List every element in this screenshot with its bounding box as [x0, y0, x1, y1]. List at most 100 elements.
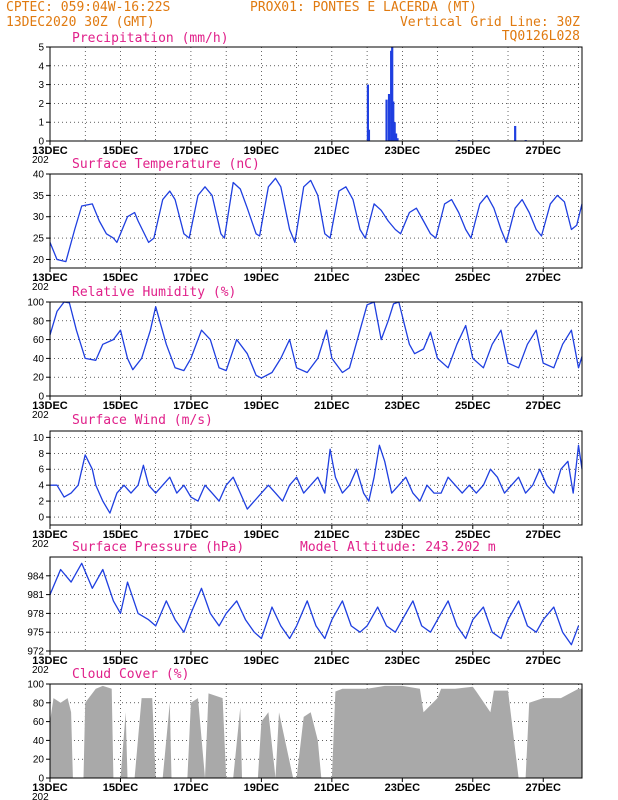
- rh-xtick-label: 25DEC: [455, 400, 491, 412]
- precip-bar: [387, 94, 391, 141]
- pres-ytick-label: 975: [27, 628, 44, 639]
- temp-title: Surface Temperature (nC): [72, 157, 260, 172]
- rh-ytick-label: 80: [33, 316, 45, 327]
- wind-ytick-label: 10: [33, 433, 45, 444]
- rh-xtick-label: 21DEC: [314, 400, 350, 412]
- wind-xtick-label: 17DEC: [173, 529, 209, 541]
- wind-xtick-label: 19DEC: [244, 529, 280, 541]
- rh-line: [49, 301, 583, 379]
- precip-ytick-label: 3: [38, 80, 44, 91]
- wind-line: [50, 444, 583, 514]
- pres-xtick-label: 15DEC: [103, 655, 139, 667]
- cloud-panel: Cloud Cover (%) 0 20 40 60 80 100 13DEC 15DEC 17D…: [27, 667, 583, 800]
- cloud-xtick-label: 25DEC: [455, 782, 491, 794]
- temp-xtick-label: 13DEC: [32, 272, 68, 284]
- cloud-ytick-label: 0: [38, 774, 44, 785]
- temp-ytick-label: 30: [33, 212, 45, 223]
- pres-year-label: 202: [32, 665, 49, 676]
- rh-xtick-label: 15DEC: [103, 400, 139, 412]
- temp-xtick-label: 25DEC: [455, 272, 491, 284]
- pres-panel: Surface Pressure (hPa) Model Altitude: 24…: [27, 540, 583, 676]
- precip-xtick-label: 15DEC: [103, 145, 139, 157]
- wind-xtick-label: 15DEC: [103, 529, 139, 541]
- rh-xtick-label: 17DEC: [173, 400, 209, 412]
- temp-ytick-label: 20: [33, 255, 45, 266]
- precip-ytick-label: 1: [38, 118, 44, 129]
- temp-xtick-label: 23DEC: [385, 272, 421, 284]
- model-altitude-label: Model Altitude: 243.202 m: [300, 540, 496, 555]
- temp-ytick-label: 25: [33, 234, 45, 245]
- pres-xtick-label: 17DEC: [173, 655, 209, 667]
- pres-xtick-label: 21DEC: [314, 655, 350, 667]
- cloud-xtick-label: 19DEC: [244, 782, 280, 794]
- rh-ytick-label: 100: [27, 298, 44, 309]
- wind-ytick-label: 8: [38, 449, 44, 460]
- precip-xtick-label: 19DEC: [244, 145, 280, 157]
- header-grid-info: Vertical Grid Line: 30Z: [400, 15, 580, 30]
- wind-ytick-label: 2: [38, 497, 44, 508]
- precip-xtick-label: 17DEC: [173, 145, 209, 157]
- precip-ytick-label: 2: [38, 99, 44, 110]
- precip-bar: [385, 99, 388, 141]
- cloud-ytick-label: 60: [33, 717, 45, 728]
- precip-bar: [514, 125, 517, 141]
- wind-xtick-label: 13DEC: [32, 529, 68, 541]
- cloud-xtick-label: 15DEC: [103, 782, 139, 794]
- cloud-xtick-label: 21DEC: [314, 782, 350, 794]
- rh-xtick-label: 27DEC: [526, 400, 562, 412]
- precip-xtick-label: 25DEC: [455, 145, 491, 157]
- rh-xtick-label: 23DEC: [385, 400, 421, 412]
- pres-ytick-label: 984: [27, 571, 44, 582]
- precip-bar: [393, 122, 396, 141]
- temp-ytick-label: 40: [33, 170, 45, 181]
- temp-xtick-label: 19DEC: [244, 272, 280, 284]
- precip-year-label: 202: [32, 155, 49, 166]
- cloud-frame: [49, 683, 583, 779]
- temp-xtick-label: 21DEC: [314, 272, 350, 284]
- rh-title: Relative Humidity (%): [72, 285, 236, 300]
- wind-xtick-label: 21DEC: [314, 529, 350, 541]
- cloud-xtick-label: 23DEC: [385, 782, 421, 794]
- precip-xtick-label: 23DEC: [385, 145, 421, 157]
- wind-title: Surface Wind (m/s): [72, 413, 213, 428]
- pres-title: Surface Pressure (hPa): [72, 540, 244, 555]
- cloud-year-label: 202: [32, 792, 49, 800]
- cloud-xtick-label: 13DEC: [32, 782, 68, 794]
- rh-ytick-label: 40: [33, 354, 45, 365]
- cloud-xtick-label: 17DEC: [173, 782, 209, 794]
- wind-panel: Surface Wind (m/s) 0 2 4 6 8 10 13DEC 15DEC 17DEC…: [32, 413, 583, 550]
- pres-line: [49, 562, 580, 646]
- temp-xtick-label: 15DEC: [103, 272, 139, 284]
- pres-xtick-label: 27DEC: [526, 655, 562, 667]
- header-date: 13DEC2020 30Z (GMT): [6, 15, 155, 30]
- temp-panel: Surface Temperature (nC) 20 25 30 35 40 13DEC 1…: [32, 157, 583, 293]
- header: CPTEC: 059:04W-16:22S PROX01: PONTES E L…: [6, 0, 580, 44]
- rh-ytick-label: 20: [33, 373, 45, 384]
- precip-bar: [394, 133, 398, 141]
- pres-ytick-label: 981: [27, 590, 44, 601]
- wind-year-label: 202: [32, 539, 49, 550]
- wind-frame: [49, 430, 583, 526]
- cloud-xtick-label: 27DEC: [526, 782, 562, 794]
- pres-xtick-label: 13DEC: [32, 655, 68, 667]
- rh-xtick-label: 13DEC: [32, 400, 68, 412]
- precip-ytick-label: 0: [38, 137, 44, 148]
- temp-xtick-label: 17DEC: [173, 272, 209, 284]
- header-station-name: PROX01: PONTES E LACERDA (MT): [250, 0, 477, 15]
- precip-ytick-label: 5: [38, 43, 44, 54]
- temp-ytick-label: 35: [33, 191, 45, 202]
- pres-xtick-label: 25DEC: [455, 655, 491, 667]
- wind-xtick-label: 25DEC: [455, 529, 491, 541]
- pres-ytick-label: 978: [27, 609, 44, 620]
- cloud-area: [50, 685, 582, 778]
- precip-bar: [367, 129, 371, 141]
- rh-year-label: 202: [32, 410, 49, 421]
- cloud-ytick-label: 80: [33, 698, 45, 709]
- rh-ytick-label: 0: [38, 392, 44, 403]
- cloud-title: Cloud Cover (%): [72, 667, 189, 682]
- header-station-coords: CPTEC: 059:04W-16:22S: [6, 0, 170, 15]
- rh-ytick-label: 60: [33, 335, 45, 346]
- precip-bar: [396, 138, 399, 141]
- pres-xtick-label: 23DEC: [385, 655, 421, 667]
